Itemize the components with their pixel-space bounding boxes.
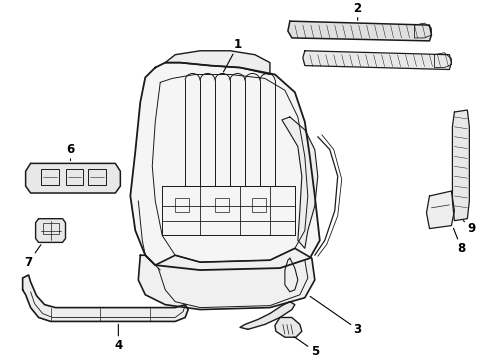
Text: 5: 5 [294,337,319,357]
Polygon shape [288,21,432,41]
Polygon shape [282,117,318,248]
Polygon shape [452,110,469,221]
Text: 3: 3 [310,296,362,336]
Polygon shape [275,318,302,337]
Polygon shape [23,275,188,321]
Text: 7: 7 [24,245,41,269]
Polygon shape [138,248,315,310]
Polygon shape [36,219,66,242]
Polygon shape [426,191,454,229]
Polygon shape [165,51,270,75]
Polygon shape [240,302,295,329]
Polygon shape [303,51,451,69]
Bar [66,169,83,185]
Bar [89,169,106,185]
Text: 1: 1 [223,38,242,72]
Bar [175,198,189,212]
Text: 4: 4 [114,324,122,352]
Bar [252,198,266,212]
Text: 6: 6 [66,143,74,161]
Bar [215,198,229,212]
Text: 8: 8 [453,228,465,255]
Text: 9: 9 [464,221,475,235]
Bar [41,169,58,185]
Polygon shape [130,63,320,270]
Text: 2: 2 [354,2,362,20]
Polygon shape [25,163,121,193]
Bar [43,222,58,234]
